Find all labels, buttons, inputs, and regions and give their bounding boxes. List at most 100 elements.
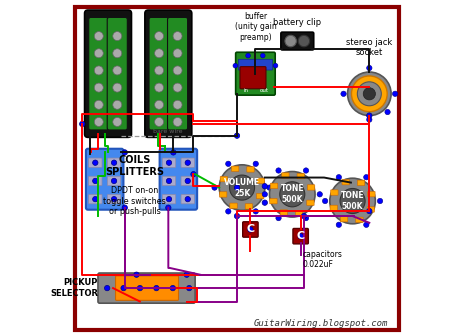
Circle shape <box>94 118 103 126</box>
FancyBboxPatch shape <box>107 158 121 168</box>
Text: C: C <box>297 231 305 241</box>
Circle shape <box>234 213 240 219</box>
Circle shape <box>280 182 305 207</box>
Circle shape <box>226 209 231 214</box>
FancyBboxPatch shape <box>240 67 266 89</box>
Circle shape <box>270 172 315 217</box>
Circle shape <box>298 233 303 239</box>
Circle shape <box>246 53 250 58</box>
Circle shape <box>267 185 272 190</box>
Circle shape <box>219 165 265 210</box>
Circle shape <box>301 213 307 219</box>
Circle shape <box>298 35 310 47</box>
Circle shape <box>166 160 172 165</box>
FancyBboxPatch shape <box>98 273 195 303</box>
FancyBboxPatch shape <box>145 10 192 137</box>
Circle shape <box>173 83 182 92</box>
Circle shape <box>377 198 383 204</box>
FancyBboxPatch shape <box>162 158 176 168</box>
Circle shape <box>113 83 122 92</box>
FancyBboxPatch shape <box>367 207 374 212</box>
Circle shape <box>173 31 182 41</box>
Circle shape <box>94 83 103 92</box>
FancyBboxPatch shape <box>89 194 102 204</box>
Circle shape <box>94 66 103 75</box>
FancyBboxPatch shape <box>282 173 289 178</box>
Circle shape <box>273 63 278 68</box>
Text: VOLUME
25K: VOLUME 25K <box>224 178 260 198</box>
Circle shape <box>322 198 328 204</box>
FancyBboxPatch shape <box>368 192 375 197</box>
Text: capacitors
0.022uF: capacitors 0.022uF <box>302 250 342 269</box>
FancyBboxPatch shape <box>107 176 121 186</box>
FancyBboxPatch shape <box>331 190 338 195</box>
Circle shape <box>340 189 365 213</box>
Circle shape <box>92 196 98 202</box>
FancyBboxPatch shape <box>84 10 131 137</box>
Circle shape <box>212 185 217 190</box>
FancyBboxPatch shape <box>243 222 258 237</box>
Circle shape <box>303 215 309 221</box>
Circle shape <box>253 209 258 214</box>
Circle shape <box>248 227 253 232</box>
FancyBboxPatch shape <box>280 210 288 215</box>
Circle shape <box>113 49 122 58</box>
FancyBboxPatch shape <box>107 17 128 130</box>
Circle shape <box>367 117 372 122</box>
Circle shape <box>185 160 191 165</box>
FancyBboxPatch shape <box>257 178 264 184</box>
Circle shape <box>113 66 122 75</box>
Circle shape <box>113 100 122 109</box>
Circle shape <box>351 76 387 112</box>
Circle shape <box>262 192 267 197</box>
Circle shape <box>171 150 176 155</box>
FancyBboxPatch shape <box>167 17 188 130</box>
FancyBboxPatch shape <box>256 193 264 199</box>
FancyBboxPatch shape <box>149 17 169 130</box>
Circle shape <box>234 185 240 190</box>
Circle shape <box>113 118 122 126</box>
Circle shape <box>111 178 117 184</box>
FancyBboxPatch shape <box>356 217 363 222</box>
Circle shape <box>173 49 182 58</box>
Circle shape <box>364 175 369 180</box>
Text: TONE
500K: TONE 500K <box>341 191 365 211</box>
Circle shape <box>92 160 98 165</box>
Text: PICKUP
SELECTOR: PICKUP SELECTOR <box>50 278 98 298</box>
Text: out: out <box>260 88 269 93</box>
Circle shape <box>184 272 190 277</box>
FancyBboxPatch shape <box>247 167 254 172</box>
FancyBboxPatch shape <box>308 185 315 190</box>
Circle shape <box>262 184 267 189</box>
Circle shape <box>276 168 281 173</box>
Circle shape <box>155 66 164 75</box>
FancyBboxPatch shape <box>116 276 179 300</box>
Text: in: in <box>244 88 249 93</box>
Circle shape <box>341 91 346 96</box>
Circle shape <box>155 31 164 41</box>
Circle shape <box>155 100 164 109</box>
FancyBboxPatch shape <box>236 52 275 95</box>
Circle shape <box>260 53 265 58</box>
Circle shape <box>303 168 309 173</box>
Circle shape <box>233 63 237 68</box>
Text: DPDT on-on
toggle switches
or push-pulls: DPDT on-on toggle switches or push-pulls <box>103 186 166 216</box>
Circle shape <box>330 178 375 224</box>
Text: battery clip: battery clip <box>273 18 321 27</box>
FancyBboxPatch shape <box>89 176 102 186</box>
Circle shape <box>166 196 172 202</box>
Text: C: C <box>246 224 255 234</box>
Circle shape <box>336 222 342 227</box>
Circle shape <box>185 178 191 184</box>
Circle shape <box>121 285 126 291</box>
Circle shape <box>122 205 128 210</box>
Circle shape <box>154 285 159 291</box>
Circle shape <box>122 150 128 155</box>
Circle shape <box>92 178 98 184</box>
FancyBboxPatch shape <box>281 32 314 50</box>
Circle shape <box>111 196 117 202</box>
FancyBboxPatch shape <box>162 194 176 204</box>
Text: TONE
500K: TONE 500K <box>281 184 304 204</box>
Circle shape <box>173 66 182 75</box>
Circle shape <box>155 83 164 92</box>
